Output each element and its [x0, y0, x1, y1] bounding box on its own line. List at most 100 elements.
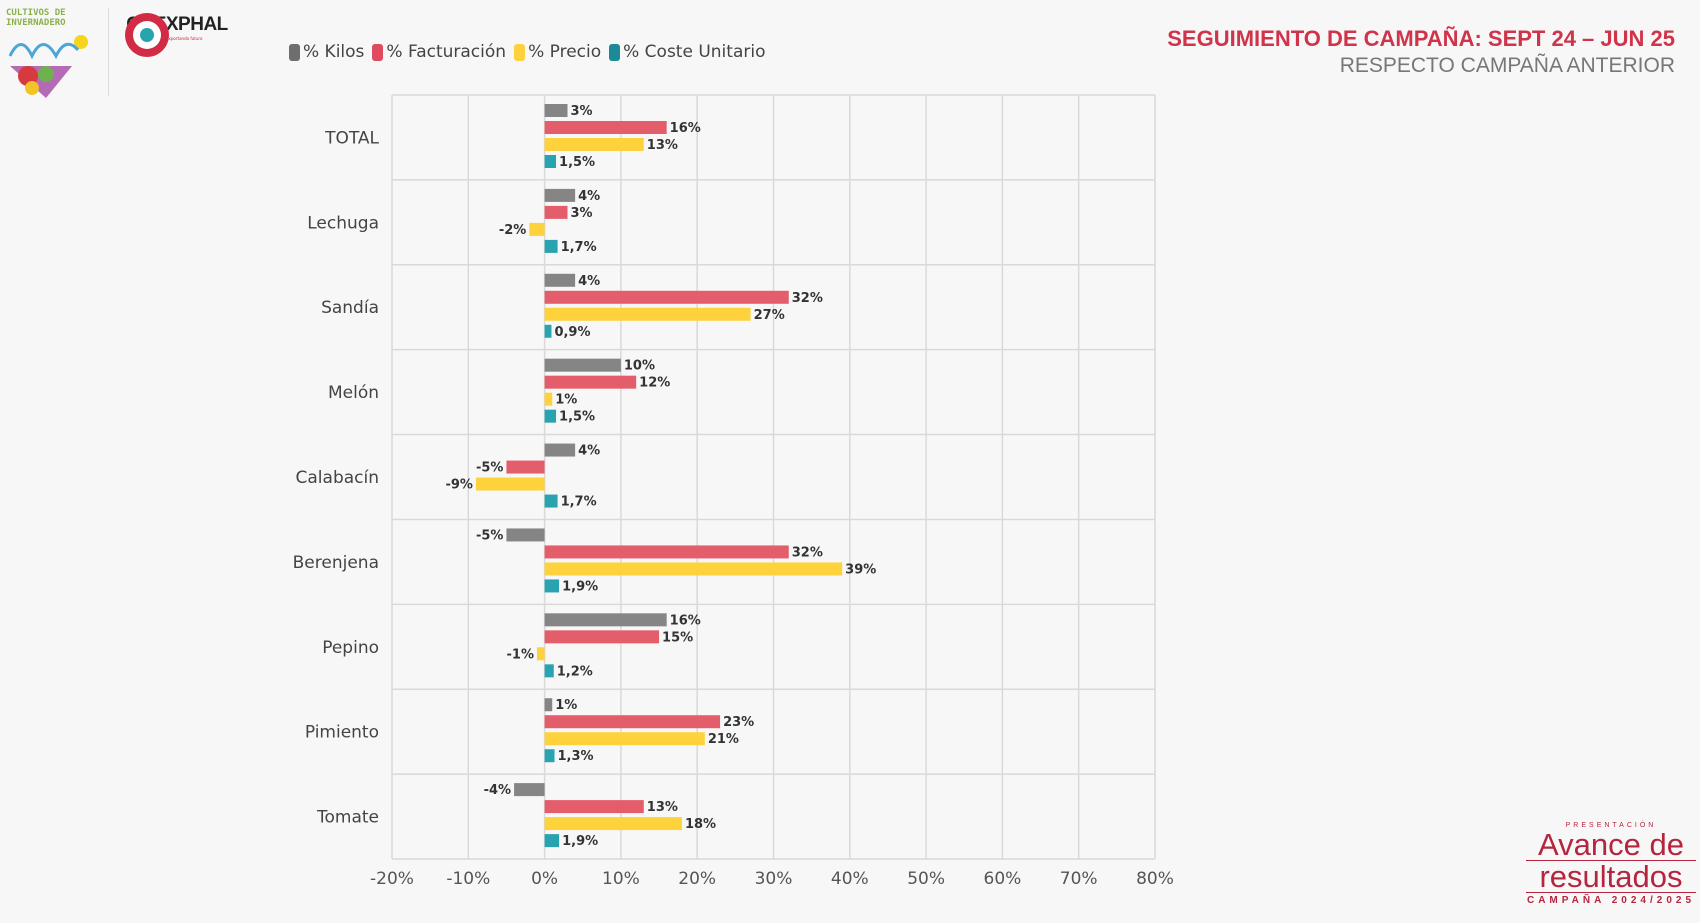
bar-0-2 — [544, 273, 576, 287]
data-label: 39% — [845, 562, 876, 577]
x-tick-label: 50% — [907, 869, 945, 889]
data-label: 1,5% — [559, 155, 595, 170]
bar-3-4 — [544, 494, 558, 508]
x-tick-label: -10% — [446, 869, 490, 889]
bar-2-4 — [475, 477, 545, 491]
bar-0-6 — [544, 613, 667, 627]
bar-3-7 — [544, 749, 555, 763]
data-label: 0,9% — [554, 325, 590, 340]
legend-item-kilos: % Kilos — [289, 42, 364, 62]
legend-swatch — [514, 43, 526, 61]
logo-divider — [108, 8, 109, 96]
bar-3-8 — [544, 834, 560, 848]
data-label: 4% — [578, 189, 600, 204]
x-tick-label: -20% — [370, 869, 414, 889]
bar-1-0 — [544, 121, 667, 134]
bar-2-5 — [544, 562, 843, 576]
bar-2-8 — [544, 817, 682, 831]
bar-0-1 — [544, 188, 576, 202]
legend-item-precio: % Precio — [514, 42, 601, 62]
page-header: SEGUIMIENTO DE CAMPAÑA: SEPT 24 – JUN 25… — [1167, 26, 1675, 78]
bar-2-0 — [544, 138, 644, 151]
x-tick-label: 30% — [755, 869, 793, 889]
legend-swatch — [372, 43, 384, 61]
bar-2-3 — [544, 392, 553, 406]
data-label: 1,9% — [562, 579, 598, 594]
bar-2-2 — [544, 307, 751, 321]
coexphal-logo: COEXPHAL unidos exportando futuro — [122, 10, 232, 95]
legend-swatch — [289, 43, 300, 61]
data-label: -5% — [476, 461, 503, 476]
bar-0-7 — [544, 698, 553, 712]
category-label: Berenjena — [293, 553, 379, 573]
data-label: -2% — [499, 223, 526, 238]
x-tick-label: 60% — [984, 869, 1022, 889]
avance-resultados-logo: PRESENTACIÓN Avance de resultados CAMPAÑ… — [1526, 822, 1696, 906]
data-label: 12% — [639, 376, 670, 391]
bar-1-5 — [544, 545, 789, 559]
bar-1-3 — [544, 375, 637, 389]
data-label: -1% — [507, 647, 534, 662]
data-label: 13% — [647, 800, 678, 815]
data-label: 27% — [754, 308, 785, 323]
bar-3-5 — [544, 579, 560, 593]
data-label: 3% — [570, 206, 592, 221]
data-label: 1% — [555, 698, 577, 713]
bar-0-0 — [544, 104, 568, 117]
data-label: 1,3% — [558, 749, 594, 764]
data-label: 21% — [708, 732, 739, 747]
x-tick-label: 10% — [602, 869, 640, 889]
cultivos-invernadero-logo: CULTIVOS DE INVERNADERO — [6, 8, 94, 98]
bar-0-5 — [506, 528, 545, 542]
bar-3-0 — [544, 155, 557, 168]
page-subtitle: RESPECTO CAMPAÑA ANTERIOR — [1339, 54, 1675, 77]
bar-3-6 — [544, 664, 554, 678]
data-label: 1,7% — [561, 240, 597, 255]
data-label: 1% — [555, 393, 577, 408]
data-label: 18% — [685, 817, 716, 832]
data-label: 4% — [578, 274, 600, 289]
data-label: 13% — [647, 138, 678, 153]
chart-legend: % Kilos % Facturación % Precio % Coste U… — [289, 42, 765, 62]
bar-0-8 — [514, 783, 545, 797]
bar-1-6 — [544, 630, 660, 644]
x-tick-label: 40% — [831, 869, 869, 889]
bar-1-8 — [544, 800, 644, 814]
coexphal-target-icon — [125, 13, 169, 57]
data-label: 23% — [723, 715, 754, 730]
data-label: 1,7% — [561, 495, 597, 510]
bar-2-6 — [536, 647, 545, 661]
bar-1-2 — [544, 290, 789, 304]
data-label: -9% — [445, 478, 472, 493]
data-label: 1,5% — [559, 410, 595, 425]
bar-0-3 — [544, 358, 621, 372]
bar-1-4 — [506, 460, 545, 474]
vegetable-basket-icon — [8, 35, 88, 98]
legend-swatch — [609, 43, 621, 61]
data-label: -5% — [476, 528, 503, 543]
data-label: 32% — [792, 545, 823, 560]
data-label: 3% — [570, 104, 592, 119]
data-label: 10% — [624, 359, 655, 374]
legend-item-coste: % Coste Unitario — [609, 42, 765, 62]
data-label: -4% — [484, 783, 511, 798]
bar-3-2 — [544, 324, 552, 338]
category-label: Pimiento — [305, 723, 379, 743]
data-label: 16% — [670, 613, 701, 628]
data-label: 4% — [578, 444, 600, 459]
x-tick-label: 70% — [1060, 869, 1098, 889]
data-label: 15% — [662, 630, 693, 645]
category-label: Lechuga — [307, 213, 379, 233]
category-label: Tomate — [316, 808, 379, 828]
data-label: 1,2% — [557, 664, 593, 679]
data-label: 16% — [670, 121, 701, 136]
category-label: Melón — [328, 383, 379, 403]
legend-item-facturacion: % Facturación — [372, 42, 506, 62]
category-label: Pepino — [322, 638, 379, 658]
bar-2-1 — [529, 222, 545, 236]
x-tick-label: 80% — [1136, 869, 1174, 889]
bar-3-1 — [544, 239, 558, 253]
data-label: 1,9% — [562, 834, 598, 849]
bar-1-7 — [544, 715, 721, 729]
category-label: Sandía — [321, 298, 379, 318]
